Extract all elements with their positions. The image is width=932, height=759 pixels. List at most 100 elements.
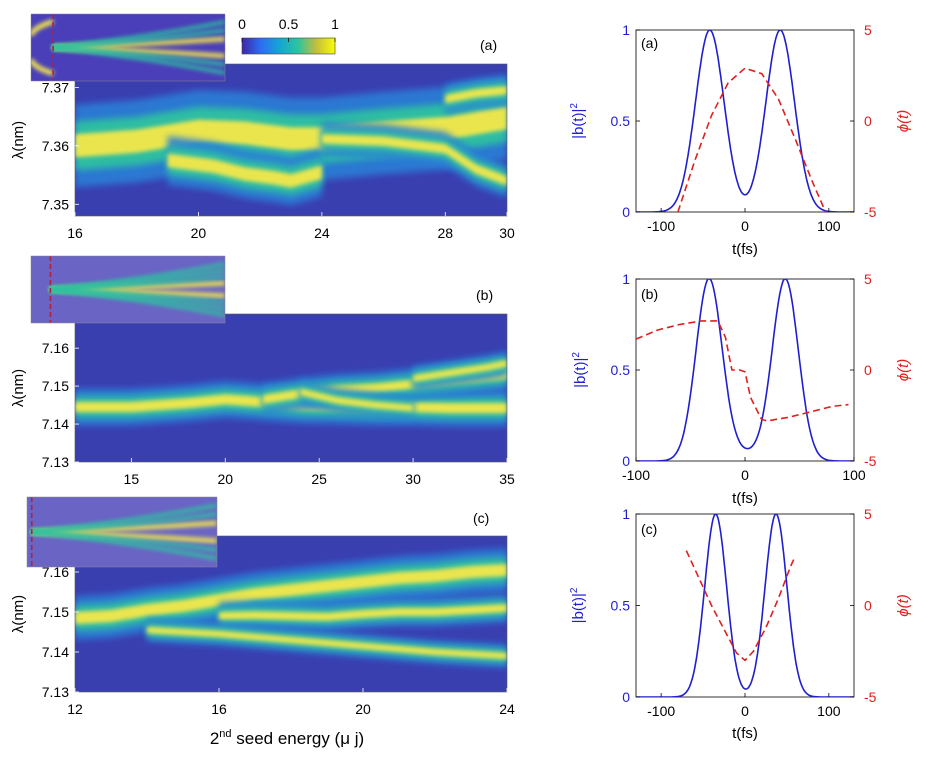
y-tick-label: 7.13	[42, 684, 69, 700]
y-right-tick-label: 5	[864, 506, 872, 522]
x-axis-label: 2nd seed energy (μ j)	[210, 728, 364, 748]
y-left-axis-label: |b(t)|2	[569, 103, 587, 139]
line-panels: 00.51-505-100 0 100(a)t(fs)|b(t)|2ϕ(t)00.5…	[569, 22, 912, 742]
x-tick-label: 16	[67, 225, 83, 241]
band-core	[300, 388, 414, 412]
panel-label: (c)	[473, 510, 489, 526]
heatmap-panel: 7.16 7.15 7.14 7.13 15 20 25 30 35 λ(nm) (b)	[10, 255, 515, 487]
colorbar-tick-label: 0	[238, 16, 246, 32]
y-left-axis-label-main: |b(t)|	[570, 593, 587, 623]
heatmap-image	[75, 536, 507, 692]
x-axis-label-main: 2	[210, 729, 219, 748]
y-left-axis-label: |b(t)|2	[569, 587, 587, 623]
band-core	[147, 626, 507, 660]
plot-frame	[635, 513, 855, 698]
x-tick-label: -100	[622, 467, 650, 483]
heatmap-frame	[74, 63, 508, 217]
heatmap-panel: 7.37 7.36 7.35 16 20 24 28 30 λ(nm) (a)	[10, 13, 515, 241]
y-tick-label: 7.15	[42, 604, 69, 620]
y-tick-label: 7.14	[42, 416, 69, 432]
inset-branch	[50, 262, 225, 292]
heatmap-image	[75, 64, 507, 216]
y-right-axis-label: ϕ(t)	[895, 594, 912, 617]
colorbar-tick-label: 0.5	[279, 16, 299, 32]
y-right-tick-label: 5	[864, 22, 872, 38]
colorbar: 0 0.5 1	[238, 16, 339, 55]
y-tick-label: 7.15	[42, 378, 69, 394]
x-tick-label: 24	[314, 225, 330, 241]
y-left-tick-label: 0	[622, 453, 630, 469]
x-tick-label: 20	[355, 701, 371, 717]
y-right-tick-label: 0	[864, 362, 872, 378]
intensity-series	[636, 279, 854, 461]
x-tick-label: 0	[741, 218, 749, 234]
phase-series	[677, 67, 827, 212]
x-tick-label: 28	[437, 225, 453, 241]
panel-label: (b)	[476, 287, 493, 303]
x-tick-label: -100	[647, 218, 675, 234]
inset-branch	[50, 287, 225, 317]
x-tick-label: 20	[217, 471, 233, 487]
band-core	[445, 86, 507, 104]
x-tick-label: 100	[817, 703, 841, 719]
x-axis-label-rest: seed energy (μ j)	[232, 729, 365, 748]
x-tick-label: 30	[499, 225, 515, 241]
y-left-tick-label: 0	[622, 204, 630, 220]
x-tick-label: 30	[405, 471, 421, 487]
y-right-tick-label: 5	[864, 271, 872, 287]
inset-frame	[30, 13, 226, 82]
x-tick-label: 0	[741, 703, 749, 719]
inset-branch	[31, 530, 217, 561]
inset-frame	[26, 496, 218, 568]
intensity-series	[636, 30, 854, 212]
inset-frame	[30, 255, 226, 324]
y-right-tick-label: -5	[864, 204, 877, 220]
panel-label: (a)	[480, 37, 497, 53]
band-core	[219, 604, 507, 621]
x-axis-label: t(fs)	[732, 241, 758, 258]
x-tick-label: 25	[311, 471, 327, 487]
x-axis-label-sup: nd	[219, 728, 231, 740]
y-right-tick-label: -5	[864, 453, 877, 469]
heatmap-frame	[74, 313, 508, 463]
inset-map	[30, 255, 226, 324]
inset-map	[30, 13, 226, 82]
x-tick-label: 100	[817, 218, 841, 234]
y-left-axis-label-sup: 2	[569, 103, 580, 109]
y-tick-label: 7.36	[42, 138, 69, 154]
y-left-tick-label: 0.5	[611, 598, 631, 614]
y-tick-label: 7.35	[42, 196, 69, 212]
heatmap-frame	[74, 535, 508, 693]
y-axis-label: λ(nm)	[10, 121, 27, 159]
inset-map	[26, 496, 218, 568]
x-tick-label: 20	[191, 225, 207, 241]
x-tick-label: 24	[499, 701, 515, 717]
y-axis-label: λ(nm)	[10, 369, 27, 407]
y-left-axis-label-sup: 2	[571, 352, 582, 358]
y-right-tick-label: -5	[864, 689, 877, 705]
y-tick-label: 7.37	[42, 79, 69, 95]
y-axis-label: λ(nm)	[10, 595, 27, 633]
x-tick-label: 0	[741, 467, 749, 483]
y-right-axis-label: ϕ(t)	[895, 359, 912, 382]
inset-branch	[52, 45, 225, 75]
line-panel: 0 0.5 1 -5 0 5 -100 0 100 (c) t(fs) |b(t)|2 ϕ(t)	[569, 506, 912, 742]
band-core	[321, 134, 507, 186]
intensity-series	[636, 514, 854, 697]
y-left-tick-label: 1	[622, 271, 630, 287]
y-left-tick-label: 0	[622, 689, 630, 705]
y-left-tick-label: 0.5	[611, 113, 631, 129]
band-core	[75, 563, 507, 625]
y-left-axis-label-main: |b(t)|	[570, 109, 587, 139]
phase-series	[685, 550, 797, 662]
inset-branch	[52, 20, 225, 50]
y-tick-label: 7.14	[42, 644, 69, 660]
y-left-tick-label: 1	[622, 22, 630, 38]
band-core	[167, 153, 322, 188]
y-left-tick-label: 1	[622, 506, 630, 522]
y-left-tick-label: 0.5	[611, 362, 631, 378]
x-tick-label: -100	[647, 703, 675, 719]
x-tick-label: 15	[124, 471, 140, 487]
